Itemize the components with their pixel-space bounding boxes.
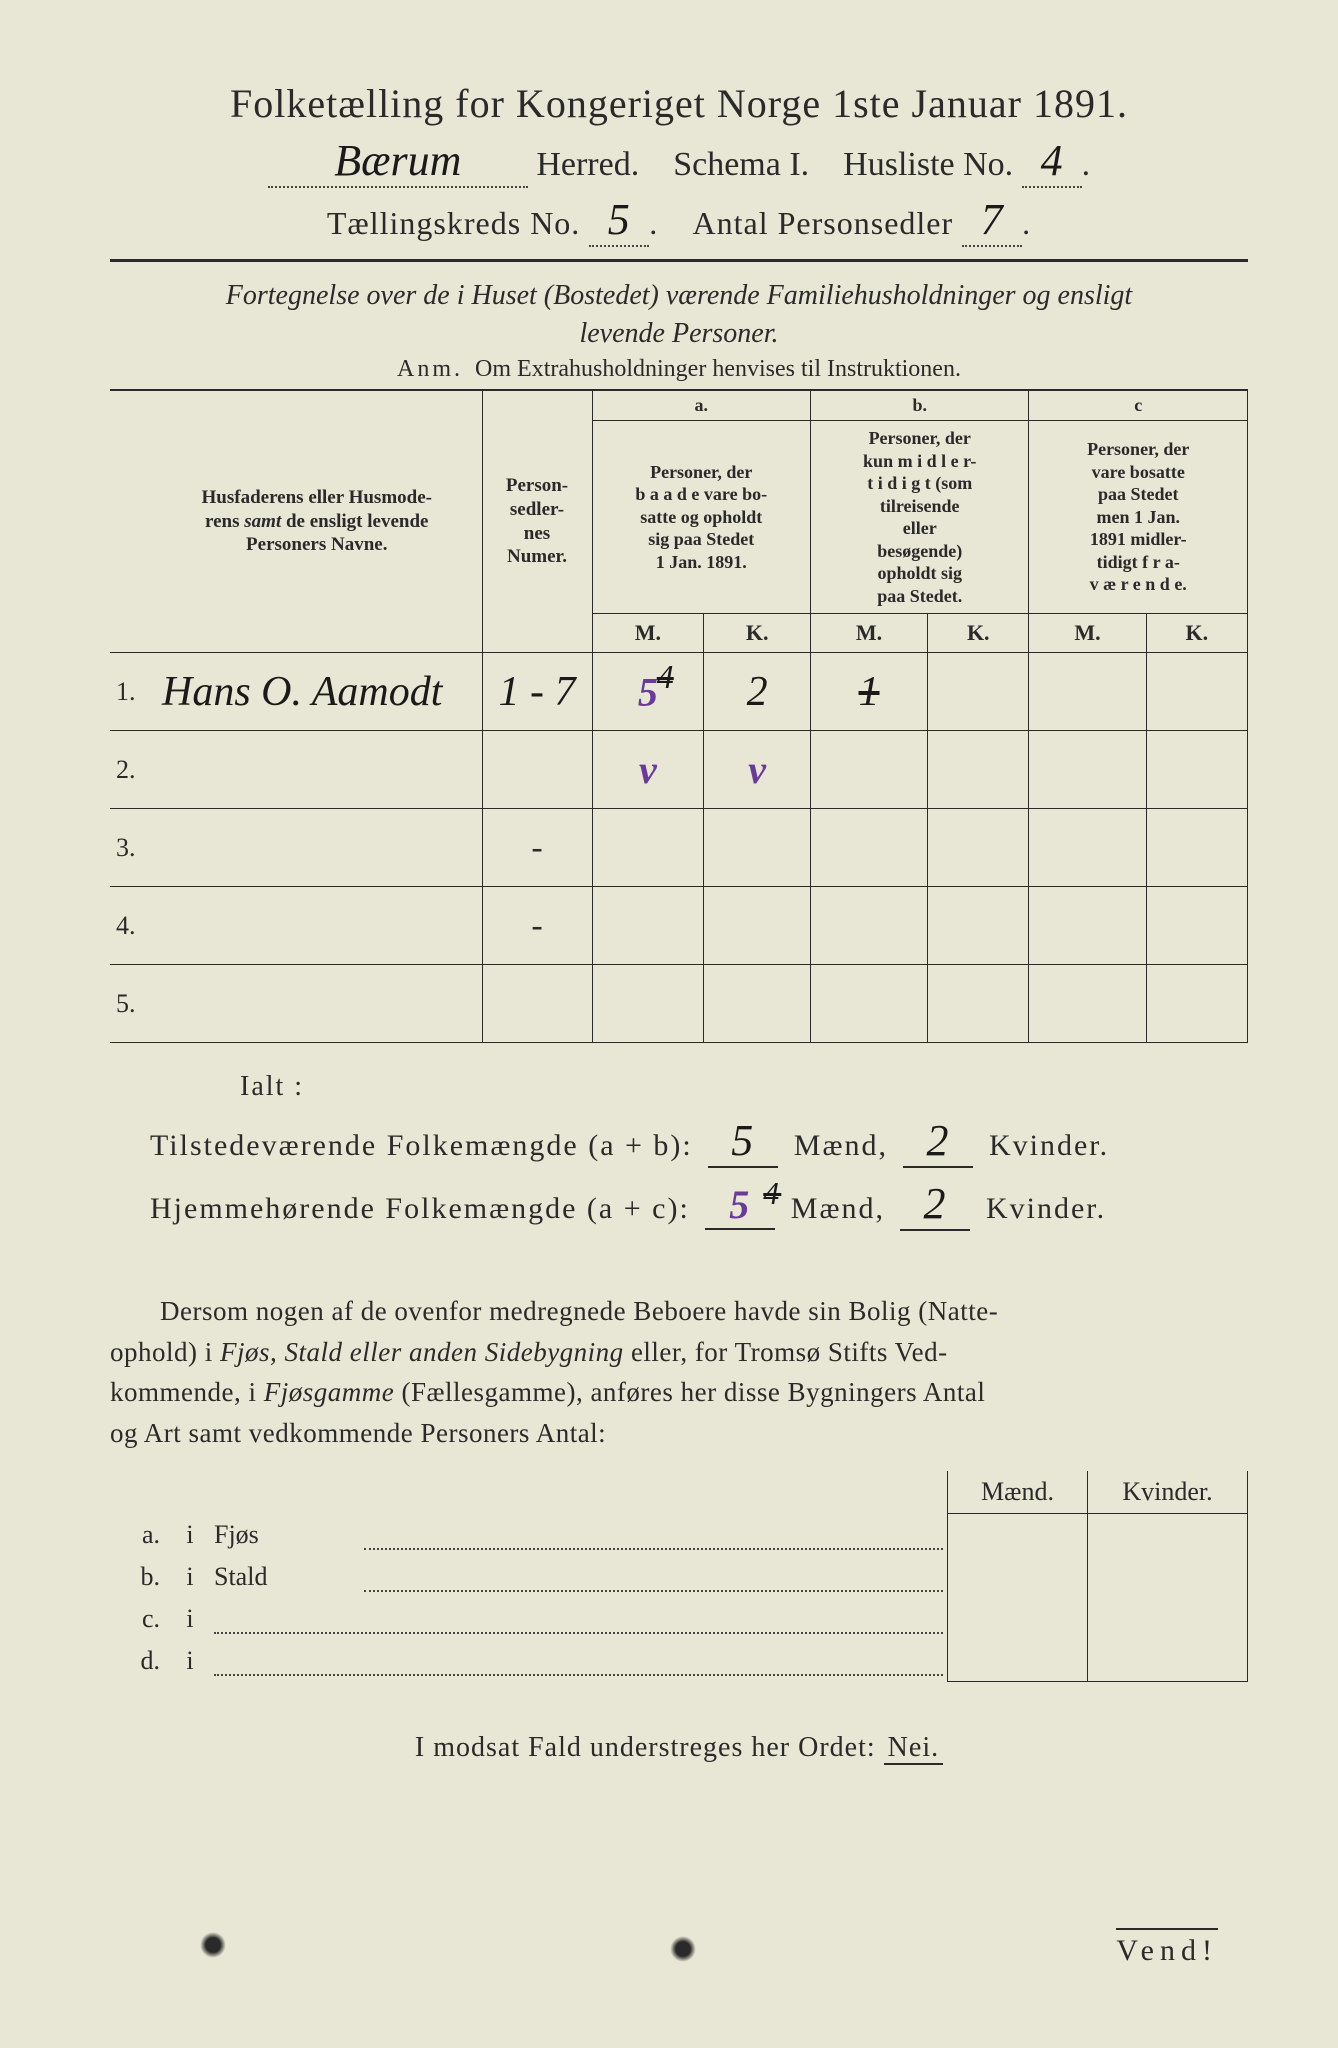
subtitle-line1: Fortegnelse over de i Huset (Bostedet) v… [110, 280, 1248, 312]
divider [110, 259, 1248, 262]
maend-header: Mænd. [948, 1471, 1088, 1514]
bygn-row: c. i [110, 1598, 1248, 1640]
antal-no-handwritten: 7 [981, 195, 1004, 244]
crossed-value: 4 [657, 659, 674, 697]
table-row: 5. [110, 965, 1248, 1043]
schema-label: Schema I. [673, 146, 809, 183]
herred-label: Herred. [536, 146, 639, 183]
col-a-header: Personer, derb a a d e vare bo-satte og … [635, 462, 767, 572]
antal-label: Antal Personsedler [693, 205, 954, 241]
sidebygning-paragraph: Dersom nogen af de ovenfor medregnede Be… [110, 1291, 1248, 1453]
ink-stain [670, 1936, 696, 1962]
col-c-m: M. [1029, 614, 1146, 653]
ink-stain [200, 1932, 226, 1958]
header-line-3: Tællingskreds No. 5 . Antal Personsedler… [110, 194, 1248, 247]
col-b-header: Personer, derkun m i d l e r-t i d i g t… [863, 428, 976, 606]
husliste-label: Husliste No. [843, 146, 1013, 183]
kvinder-header: Kvinder. [1088, 1471, 1248, 1514]
main-table: Husfaderens eller Husmode-rens samt de e… [110, 391, 1248, 1043]
sidebygning-table: Mænd. Kvinder. a. i Fjøs b. i Stald c. i… [110, 1471, 1248, 1682]
col-a-k: K. [704, 614, 811, 653]
anm-label: Anm. [397, 356, 463, 382]
header-line-2: Bærum Herred. Schema I. Husliste No. 4 . [110, 135, 1248, 188]
col-c-label: c [1029, 391, 1248, 421]
col-a-m: M. [592, 614, 704, 653]
ialt-label: Ialt : [240, 1071, 1248, 1103]
census-form-page: Folketælling for Kongeriget Norge 1ste J… [110, 80, 1248, 1988]
bygn-row: d. i [110, 1640, 1248, 1682]
col-b-k: K. [928, 614, 1029, 653]
col-c-k: K. [1146, 614, 1247, 653]
table-row: 1. Hans O. Aamodt 1 - 7 5 4 2 1 [110, 653, 1248, 731]
herred-name-handwritten: Bærum [334, 136, 461, 185]
tkreds-label: Tællingskreds No. [327, 205, 580, 241]
bygn-row: a. i Fjøs [110, 1514, 1248, 1556]
subtitle-line2: levende Personer. [110, 318, 1248, 350]
page-title: Folketælling for Kongeriget Norge 1ste J… [110, 80, 1248, 127]
name-handwritten: Hans O. Aamodt [162, 669, 442, 715]
purple-correction: 5 [638, 668, 658, 715]
col-b-label: b. [810, 391, 1028, 421]
vend-label: Vend! [1116, 1928, 1218, 1968]
table-row: 2. v v [110, 731, 1248, 809]
col2-header: Person-sedler-nesNumer. [506, 475, 568, 567]
col-a-label: a. [592, 391, 810, 421]
tkreds-no-handwritten: 5 [608, 195, 631, 244]
col-c-header: Personer, dervare bosattepaa Stedetmen 1… [1087, 439, 1189, 594]
sum-resident: Hjemmehørende Folkemængde (a + c): 5 4 M… [150, 1178, 1248, 1231]
col1-header: Husfaderens eller Husmode-rens samt de e… [202, 487, 432, 556]
nei-word: Nei. [884, 1732, 943, 1765]
bygn-row: b. i Stald [110, 1556, 1248, 1598]
col-b-m: M. [810, 614, 927, 653]
anm-line: Anm. Om Extrahusholdninger henvises til … [110, 356, 1248, 383]
anm-text: Om Extrahusholdninger henvises til Instr… [475, 356, 961, 382]
table-row: 3. - [110, 809, 1248, 887]
table-row: 4. - [110, 887, 1248, 965]
modsat-line: I modsat Fald understreges her Ordet: Ne… [110, 1732, 1248, 1764]
husliste-no-handwritten: 4 [1041, 136, 1063, 185]
sum-present: Tilstedeværende Folkemængde (a + b): 5 M… [150, 1115, 1248, 1168]
